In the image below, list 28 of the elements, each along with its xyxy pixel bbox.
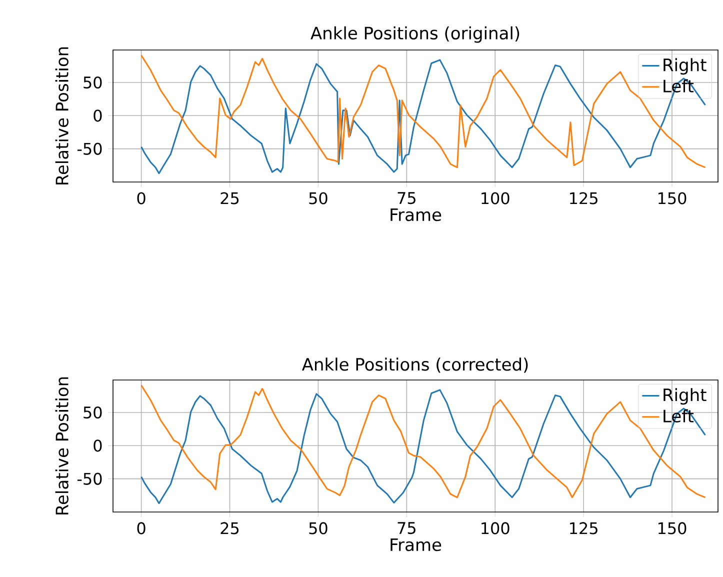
y-tick-label: -50: [77, 472, 102, 485]
chart-title: Ankle Positions (original): [310, 26, 520, 43]
x-tick-label: 125: [570, 522, 598, 534]
y-axis-title: Relative Position: [55, 47, 68, 184]
legend-label: Right: [664, 388, 706, 405]
y-tick-label: 50: [84, 76, 102, 89]
y-tick-label: 50: [84, 406, 102, 419]
y-tick-label: -50: [77, 142, 102, 155]
x-tick-label: 75: [398, 522, 416, 534]
x-tick-label: 150: [658, 522, 686, 534]
y-axis-title: Relative Position: [55, 377, 68, 514]
x-tick-label: 25: [220, 522, 239, 534]
y-tick-label: 0: [94, 110, 102, 122]
x-tick-label: 100: [482, 192, 510, 204]
x-axis-title: Frame: [390, 538, 442, 552]
x-tick-label: 50: [309, 192, 328, 204]
x-tick-label: 100: [482, 522, 510, 534]
chart-title: Ankle Positions (corrected): [302, 358, 528, 373]
x-axis-title: Frame: [390, 208, 442, 222]
x-tick-label: 0: [137, 522, 146, 534]
x-tick-label: 75: [398, 192, 416, 204]
x-tick-label: 125: [570, 192, 598, 204]
legend-label: Right: [664, 58, 706, 75]
y-tick-label: 0: [94, 440, 102, 452]
x-tick-label: 0: [137, 192, 146, 204]
x-tick-label: 150: [658, 192, 686, 204]
x-tick-label: 50: [309, 522, 328, 534]
x-tick-label: 25: [220, 192, 239, 204]
